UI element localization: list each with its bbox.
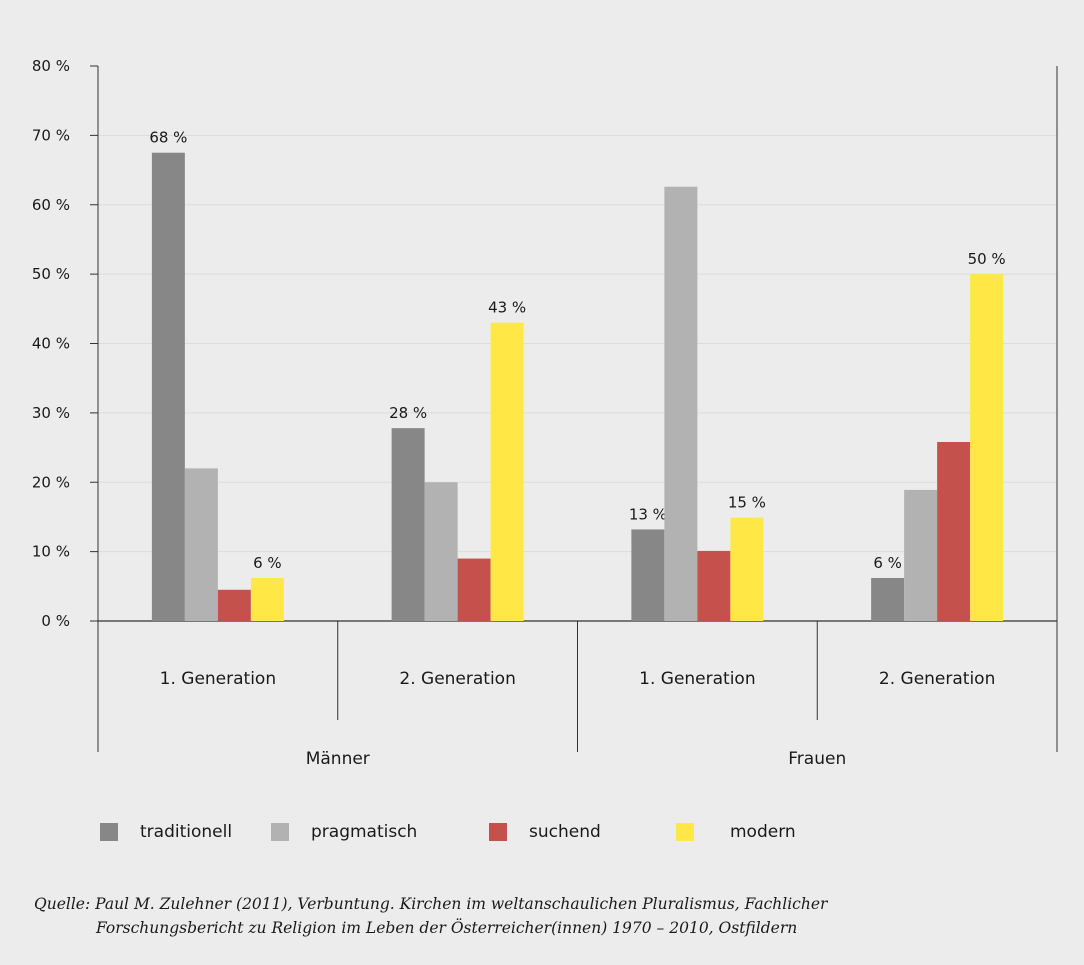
legend-label-modern: modern xyxy=(730,822,796,842)
bar-modern xyxy=(970,274,1004,621)
y-tick-label: 40 % xyxy=(32,335,70,353)
y-tick-label: 0 % xyxy=(41,612,70,630)
data-label: 15 % xyxy=(728,494,766,512)
bar-pragmatisch xyxy=(184,468,218,621)
legend-label-traditionell: traditionell xyxy=(140,822,233,842)
category-label: 2. Generation xyxy=(399,669,515,689)
data-label: 6 % xyxy=(253,554,282,572)
legend-label-pragmatisch: pragmatisch xyxy=(311,822,418,842)
y-tick-label: 80 % xyxy=(32,57,70,75)
bar-modern xyxy=(730,517,764,621)
source-note: Quelle: Paul M. Zulehner (2011), Verbunt… xyxy=(34,892,1054,940)
legend-item-modern: modern xyxy=(676,820,796,844)
bar-traditionell xyxy=(391,428,425,621)
chart-legend: traditionell pragmatisch suchend modern xyxy=(100,820,900,844)
legend-item-suchend: suchend xyxy=(489,820,601,844)
data-label: 50 % xyxy=(968,250,1006,268)
data-label: 28 % xyxy=(389,404,427,422)
bar-traditionell xyxy=(871,577,905,621)
group-label: Männer xyxy=(306,749,370,769)
category-label: 2. Generation xyxy=(879,669,995,689)
bar-modern xyxy=(250,577,284,621)
bar-traditionell xyxy=(631,529,665,621)
category-label: 1. Generation xyxy=(639,669,755,689)
legend-label-suchend: suchend xyxy=(529,822,601,842)
y-tick-label: 30 % xyxy=(32,404,70,422)
legend-swatch-suchend xyxy=(489,823,507,841)
y-tick-label: 20 % xyxy=(32,473,70,491)
source-line-2: Forschungsbericht zu Religion im Leben d… xyxy=(96,919,798,937)
bar-modern xyxy=(490,322,524,621)
y-tick-label: 50 % xyxy=(32,265,70,283)
bar-suchend xyxy=(937,442,971,621)
bar-suchend xyxy=(457,558,491,621)
data-label: 13 % xyxy=(629,505,667,523)
group-label: Frauen xyxy=(788,749,846,769)
bar-traditionell xyxy=(151,152,185,621)
data-label: 6 % xyxy=(873,554,902,572)
bar-suchend xyxy=(697,550,731,621)
bar-pragmatisch xyxy=(904,489,938,621)
legend-swatch-modern xyxy=(676,823,694,841)
legend-item-pragmatisch: pragmatisch xyxy=(271,820,417,844)
data-label: 43 % xyxy=(488,299,526,317)
data-label: 68 % xyxy=(149,129,187,147)
source-line-1: Quelle: Paul M. Zulehner (2011), Verbunt… xyxy=(34,895,828,913)
legend-item-traditionell: traditionell xyxy=(100,820,232,844)
bar-suchend xyxy=(217,589,251,621)
legend-swatch-pragmatisch xyxy=(271,823,289,841)
category-label: 1. Generation xyxy=(160,669,276,689)
y-tick-label: 70 % xyxy=(32,126,70,144)
y-tick-label: 60 % xyxy=(32,196,70,214)
y-tick-label: 10 % xyxy=(32,543,70,561)
bar-pragmatisch xyxy=(664,186,698,621)
bar-pragmatisch xyxy=(424,482,458,621)
legend-swatch-traditionell xyxy=(100,823,118,841)
